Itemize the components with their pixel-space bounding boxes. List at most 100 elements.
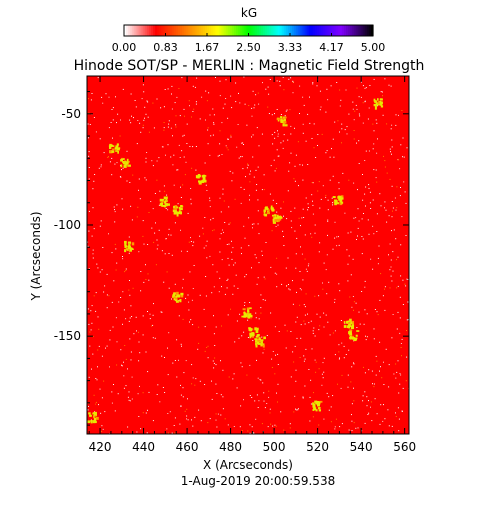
speckle <box>373 169 375 171</box>
colorbar-segment <box>194 25 198 36</box>
x-tick-label: 540 <box>350 440 373 454</box>
speckle <box>319 90 321 92</box>
speckle <box>240 405 242 407</box>
strong-field-pixel <box>88 412 91 415</box>
speckle <box>257 199 259 201</box>
speckle <box>138 251 140 253</box>
speckle <box>205 245 207 247</box>
speckle <box>341 123 343 125</box>
speckle <box>150 201 152 202</box>
speckle <box>277 130 278 132</box>
speckle <box>226 280 228 281</box>
strong-field-pixel <box>87 420 91 423</box>
strong-field-region <box>263 205 275 217</box>
speckle <box>358 220 360 222</box>
strong-field-pixel <box>341 195 344 199</box>
speckle <box>332 202 333 204</box>
speckle <box>199 380 201 382</box>
speckle <box>194 384 196 386</box>
strong-field-pixel <box>349 333 353 336</box>
speckle <box>227 278 229 280</box>
speckle <box>375 177 377 179</box>
speckle <box>343 357 345 359</box>
speckle <box>339 290 341 292</box>
speckle <box>400 347 402 348</box>
speckle <box>305 197 307 199</box>
speckle <box>361 291 363 292</box>
speckle <box>113 384 114 385</box>
strong-field-pixel <box>128 247 132 250</box>
speckle <box>216 271 218 273</box>
speckle <box>334 301 336 303</box>
speckle <box>174 222 176 224</box>
speckle <box>106 345 108 347</box>
speckle <box>277 224 279 226</box>
speckle <box>285 110 287 112</box>
speckle <box>178 300 180 301</box>
speckle <box>94 411 96 413</box>
speckle <box>332 248 334 250</box>
speckle <box>395 114 397 116</box>
speckle <box>182 135 184 137</box>
speckle <box>272 143 274 145</box>
speckle <box>348 429 350 431</box>
speckle <box>188 301 190 303</box>
speckle <box>133 333 135 335</box>
speckle <box>189 146 191 147</box>
speckle <box>122 258 124 260</box>
speckle <box>154 232 156 234</box>
strong-field-pixel <box>270 207 274 210</box>
speckle <box>207 127 209 129</box>
speckle <box>233 426 235 427</box>
colorbar-ticks: 0.00 0.83 1.67 2.50 3.33 4.17 5.00 <box>112 33 385 54</box>
speckle <box>314 359 316 361</box>
speckle <box>180 186 181 188</box>
speckle <box>88 137 89 139</box>
strong-field-pixel <box>126 158 129 162</box>
speckle <box>272 425 274 427</box>
speckle <box>307 265 309 267</box>
speckle <box>177 169 179 171</box>
speckle <box>97 267 99 269</box>
speckle <box>228 264 230 266</box>
speckle <box>199 118 201 120</box>
colorbar-segment <box>316 25 320 36</box>
speckle <box>330 421 332 423</box>
speckle <box>318 251 320 253</box>
speckle <box>289 427 291 429</box>
speckle <box>125 268 127 270</box>
speckle <box>372 383 373 385</box>
speckle <box>325 314 327 316</box>
strong-field-pixel <box>254 338 257 341</box>
speckle <box>377 257 379 259</box>
strong-field-pixel <box>267 210 270 213</box>
speckle <box>162 146 164 148</box>
colorbar-segment <box>163 25 167 36</box>
speckle <box>178 315 180 317</box>
speckle <box>348 179 350 181</box>
speckle <box>325 152 327 154</box>
speckle <box>226 147 228 149</box>
speckle <box>373 130 375 132</box>
speckle <box>152 420 154 422</box>
speckle <box>331 148 332 150</box>
speckle <box>303 217 305 218</box>
speckle <box>379 341 381 343</box>
speckle <box>354 110 356 112</box>
speckle <box>186 415 188 417</box>
speckle <box>145 157 147 159</box>
strong-field-region <box>248 327 260 339</box>
speckle <box>113 206 115 208</box>
y-tick-label: -100 <box>54 218 81 232</box>
speckle <box>271 358 273 360</box>
strong-field-pixel <box>167 203 170 206</box>
speckle <box>243 225 245 227</box>
speckle <box>366 313 368 315</box>
strong-field-pixel <box>263 336 266 340</box>
speckle <box>277 135 279 137</box>
speckle <box>395 377 397 379</box>
strong-field-pixel <box>349 318 352 322</box>
speckle <box>258 318 260 320</box>
speckle <box>275 167 277 169</box>
speckle <box>304 258 306 260</box>
